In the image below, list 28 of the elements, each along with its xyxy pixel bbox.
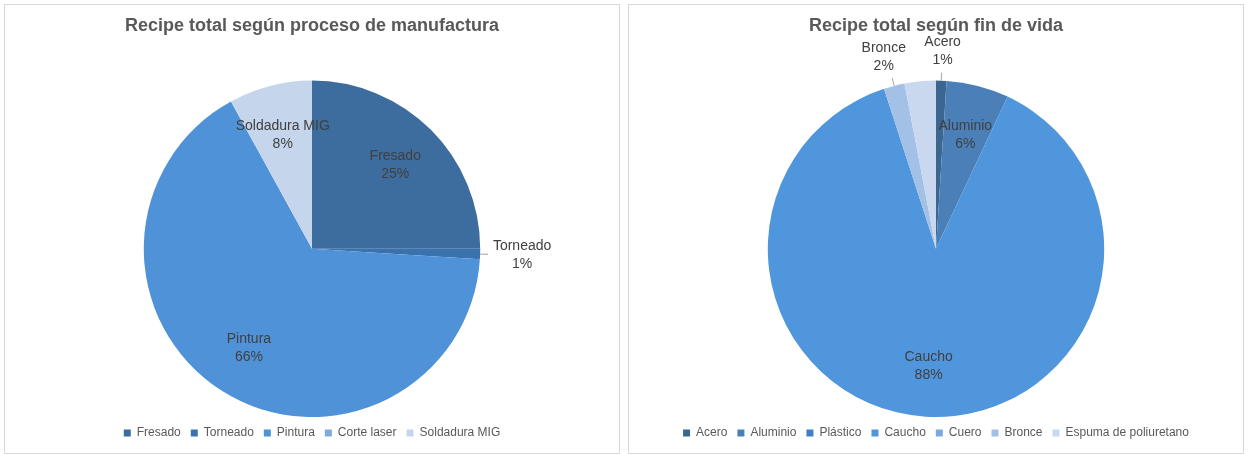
legend-label: Plástico xyxy=(819,425,862,440)
legend-label: Caucho xyxy=(884,425,927,440)
data-label: 2% xyxy=(873,56,894,73)
legend-label: Aluminio xyxy=(750,425,797,440)
legend-label: Corte laser xyxy=(337,425,397,440)
data-label: 1% xyxy=(932,50,953,67)
data-label: 8% xyxy=(272,134,293,151)
legend-label: Torneado xyxy=(203,425,255,440)
slice-label: Fresado xyxy=(369,147,422,164)
data-label: 25% xyxy=(381,165,410,182)
data-label: 88% xyxy=(914,366,943,383)
slice-label: Torneado xyxy=(492,236,552,253)
slice-label: Pintura xyxy=(226,330,272,347)
legend-label: Acero xyxy=(696,425,728,440)
data-label: 6% xyxy=(955,134,976,151)
chart-title: Recipe total según fin de vida xyxy=(808,14,1065,35)
legend-label: Pintura xyxy=(276,425,316,440)
data-label: 66% xyxy=(234,348,263,365)
legend-label: Soldadura MIG xyxy=(419,425,501,440)
legend-label: Bronce xyxy=(1004,425,1043,440)
legend-label: Cuero xyxy=(948,425,982,440)
slice-label: Caucho xyxy=(904,348,953,365)
chart-title: Recipe total según proceso de manufactura xyxy=(124,14,501,35)
slice-label: Bronce xyxy=(861,38,907,55)
legend-label: Fresado xyxy=(136,425,182,440)
slice-label: Aluminio xyxy=(938,116,993,133)
legend-label: Espuma de poliuretano xyxy=(1065,425,1190,440)
data-label: 1% xyxy=(511,254,533,271)
